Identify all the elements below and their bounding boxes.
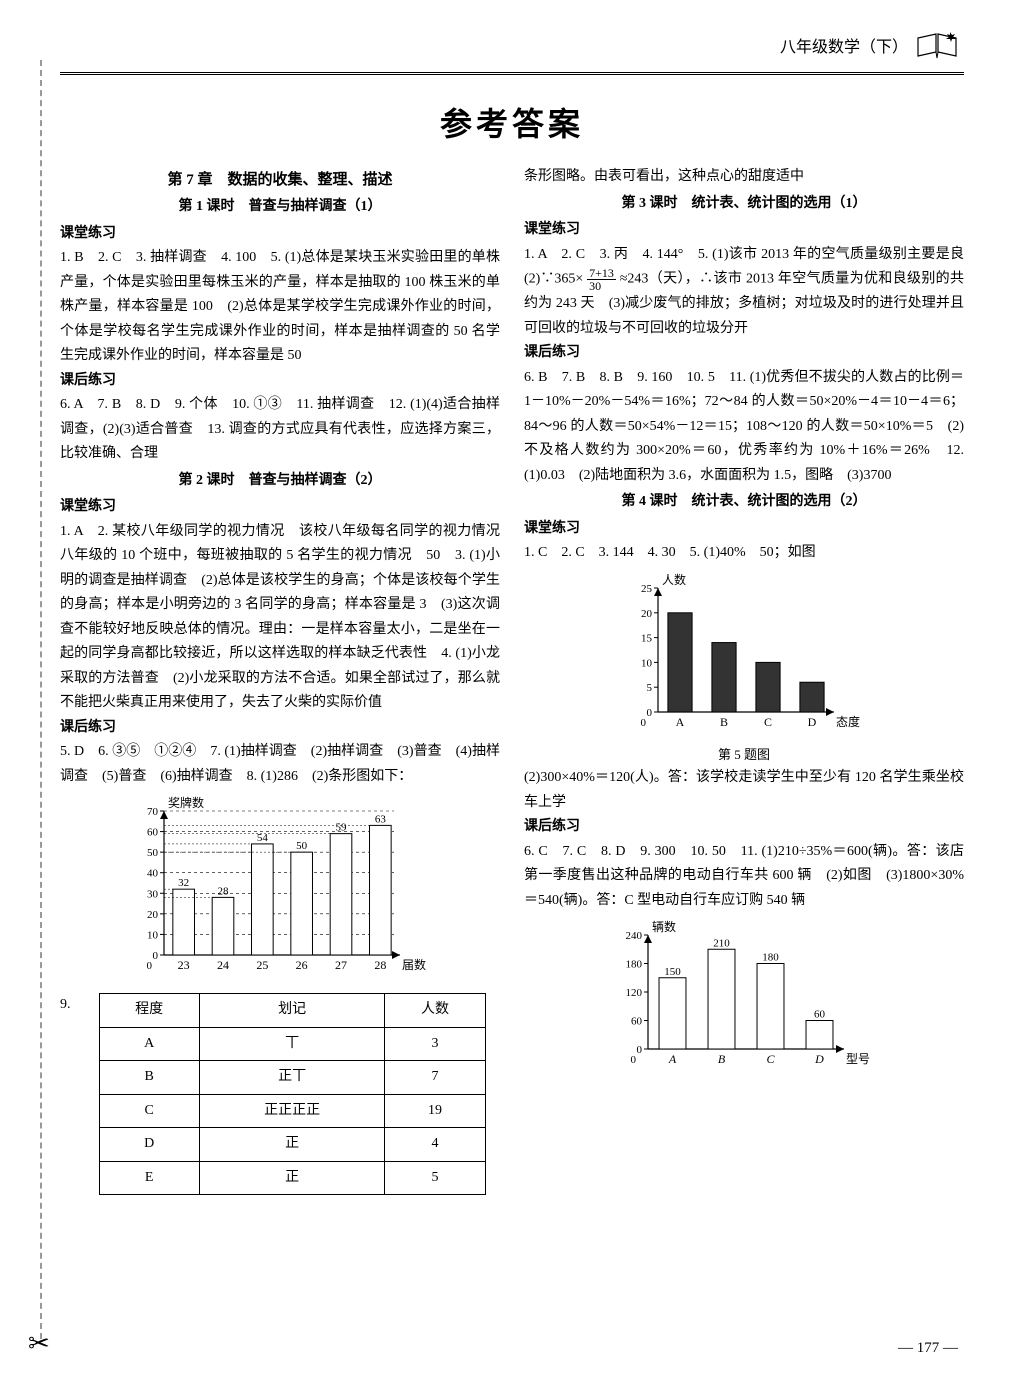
svg-text:人数: 人数 <box>662 572 686 587</box>
left-p3: 1. A 2. 某校八年级同学的视力情况 该校八年级每名同学的视力情况 八年级的… <box>60 520 500 716</box>
svg-text:60: 60 <box>814 1009 826 1021</box>
right-column: 条形图略。由表可看出，这种点心的甜度适中 第 3 课时 统计表、统计图的选用（1… <box>524 165 964 1201</box>
svg-text:30: 30 <box>147 889 159 901</box>
svg-text:0: 0 <box>631 1054 637 1066</box>
svg-text:10: 10 <box>641 657 653 669</box>
svg-text:32: 32 <box>178 877 189 889</box>
svg-text:59: 59 <box>336 822 348 834</box>
svg-text:23: 23 <box>178 958 190 972</box>
khlx-label-2: 课后练习 <box>60 716 500 741</box>
khlx-label-r2: 课后练习 <box>524 815 964 840</box>
svg-text:180: 180 <box>626 959 643 971</box>
svg-text:型号: 型号 <box>846 1052 870 1066</box>
svg-text:A: A <box>668 1052 677 1066</box>
svg-text:5: 5 <box>647 682 653 694</box>
right-p2: 6. B 7. B 8. B 9. 160 10. 5 11. (1)优秀但不拔… <box>524 366 964 489</box>
ktlx-label-r2: 课堂练习 <box>524 517 964 542</box>
header-subject: 八年级数学（下） <box>780 33 908 57</box>
svg-text:50: 50 <box>147 847 159 859</box>
svg-text:10: 10 <box>147 930 159 942</box>
right-p1: 1. A 2. C 3. 丙 4. 144° 5. (1)该市 2013 年的空… <box>524 243 964 342</box>
ktlx-label-2: 课堂练习 <box>60 495 500 520</box>
binding-dashed-line <box>40 60 42 1339</box>
svg-text:28: 28 <box>374 958 386 972</box>
ktlx-label-r: 课堂练习 <box>524 218 964 243</box>
svg-text:15: 15 <box>641 632 653 644</box>
left-p1: 1. B 2. C 3. 抽样调查 4. 100 5. (1)总体是某块玉米实验… <box>60 246 500 369</box>
svg-text:25: 25 <box>641 583 653 595</box>
page-number: — 177 — <box>898 1340 958 1357</box>
svg-text:D: D <box>808 715 817 729</box>
svg-text:210: 210 <box>713 938 730 950</box>
chart2-caption: 第 5 题图 <box>524 744 964 767</box>
svg-text:240: 240 <box>626 930 643 942</box>
bar-chart-1: 0 10 20 30 40 50 60 70 32 23 28 24 54 25 50 26 59 27 63 28 奖… <box>60 793 500 983</box>
svg-text:0: 0 <box>637 1044 643 1056</box>
khlx-label-r: 课后练习 <box>524 341 964 366</box>
chapter-title: 第 7 章 数据的收集、整理、描述 <box>60 167 500 193</box>
svg-text:28: 28 <box>218 886 230 898</box>
q9-label: 9. <box>60 993 71 1018</box>
right-top: 条形图略。由表可看出，这种点心的甜度适中 <box>524 165 964 190</box>
right-p4: (2)300×40%＝120(人)。答：该学校走读学生中至少有 120 名学生乘… <box>524 766 964 815</box>
svg-text:C: C <box>766 1052 775 1066</box>
left-p2: 6. A 7. B 8. D 9. 个体 10. ①③ 11. 抽样调查 12.… <box>60 393 500 467</box>
svg-text:120: 120 <box>626 987 643 999</box>
scissors-icon: ✂ <box>28 1329 50 1359</box>
lesson4-title: 第 4 课时 统计表、统计图的选用（2） <box>524 490 964 515</box>
svg-text:54: 54 <box>257 832 269 844</box>
svg-text:0: 0 <box>153 950 159 962</box>
header: 八年级数学（下） <box>60 30 964 60</box>
lesson1-title: 第 1 课时 普查与抽样调查（1） <box>60 195 500 220</box>
tally-table: 程度划记人数A丅3B正丅7C正正正正19D正4E正5 <box>99 993 486 1195</box>
svg-text:0: 0 <box>147 960 153 972</box>
svg-text:0: 0 <box>647 707 653 719</box>
svg-text:20: 20 <box>641 608 653 620</box>
fraction-den: 30 <box>587 280 616 292</box>
left-p4: 5. D 6. ③⑤ ①②④ 7. (1)抽样调查 (2)抽样调查 (3)普查 … <box>60 740 500 789</box>
svg-text:态度: 态度 <box>836 714 860 729</box>
svg-text:50: 50 <box>296 840 308 852</box>
header-double-rule <box>60 72 964 75</box>
fraction-icon: 7+13 30 <box>587 267 616 292</box>
svg-text:奖牌数: 奖牌数 <box>168 795 204 810</box>
bar-chart-3: 0 60 120 180 240 150 A 210 B 180 C 60 D 辆数型号 0 <box>524 917 964 1077</box>
svg-text:63: 63 <box>375 814 387 826</box>
svg-text:24: 24 <box>217 958 229 972</box>
right-p3: 1. C 2. C 3. 144 4. 30 5. (1)40% 50；如图 <box>524 541 964 566</box>
svg-text:D: D <box>814 1052 824 1066</box>
svg-text:B: B <box>718 1052 726 1066</box>
svg-text:0: 0 <box>641 717 647 729</box>
right-p5: 6. C 7. C 8. D 9. 300 10. 50 11. (1)210÷… <box>524 840 964 914</box>
page-title: 参考答案 <box>60 99 964 145</box>
svg-text:27: 27 <box>335 958 347 972</box>
ktlx-label: 课堂练习 <box>60 222 500 247</box>
svg-text:B: B <box>720 715 728 729</box>
svg-text:辆数: 辆数 <box>652 919 676 934</box>
svg-text:180: 180 <box>762 952 779 964</box>
bar-chart-2: 0 5 10 15 20 25 A B C D 人数态度 0 <box>524 570 964 740</box>
svg-text:C: C <box>764 715 772 729</box>
svg-text:A: A <box>676 715 685 729</box>
svg-text:20: 20 <box>147 909 159 921</box>
content-columns: 第 7 章 数据的收集、整理、描述 第 1 课时 普查与抽样调查（1） 课堂练习… <box>60 165 964 1201</box>
svg-text:60: 60 <box>147 827 159 839</box>
left-column: 第 7 章 数据的收集、整理、描述 第 1 课时 普查与抽样调查（1） 课堂练习… <box>60 165 500 1201</box>
svg-text:60: 60 <box>631 1016 643 1028</box>
book-icon <box>916 30 958 60</box>
svg-text:70: 70 <box>147 806 159 818</box>
khlx-label: 课后练习 <box>60 369 500 394</box>
svg-text:150: 150 <box>664 966 681 978</box>
svg-text:40: 40 <box>147 868 159 880</box>
question-9-row: 9. 程度划记人数A丅3B正丅7C正正正正19D正4E正5 <box>60 987 500 1201</box>
svg-text:届数: 届数 <box>402 957 426 972</box>
lesson2-title: 第 2 课时 普查与抽样调查（2） <box>60 469 500 494</box>
svg-text:25: 25 <box>256 958 268 972</box>
svg-text:26: 26 <box>296 958 308 972</box>
lesson3-title: 第 3 课时 统计表、统计图的选用（1） <box>524 192 964 217</box>
